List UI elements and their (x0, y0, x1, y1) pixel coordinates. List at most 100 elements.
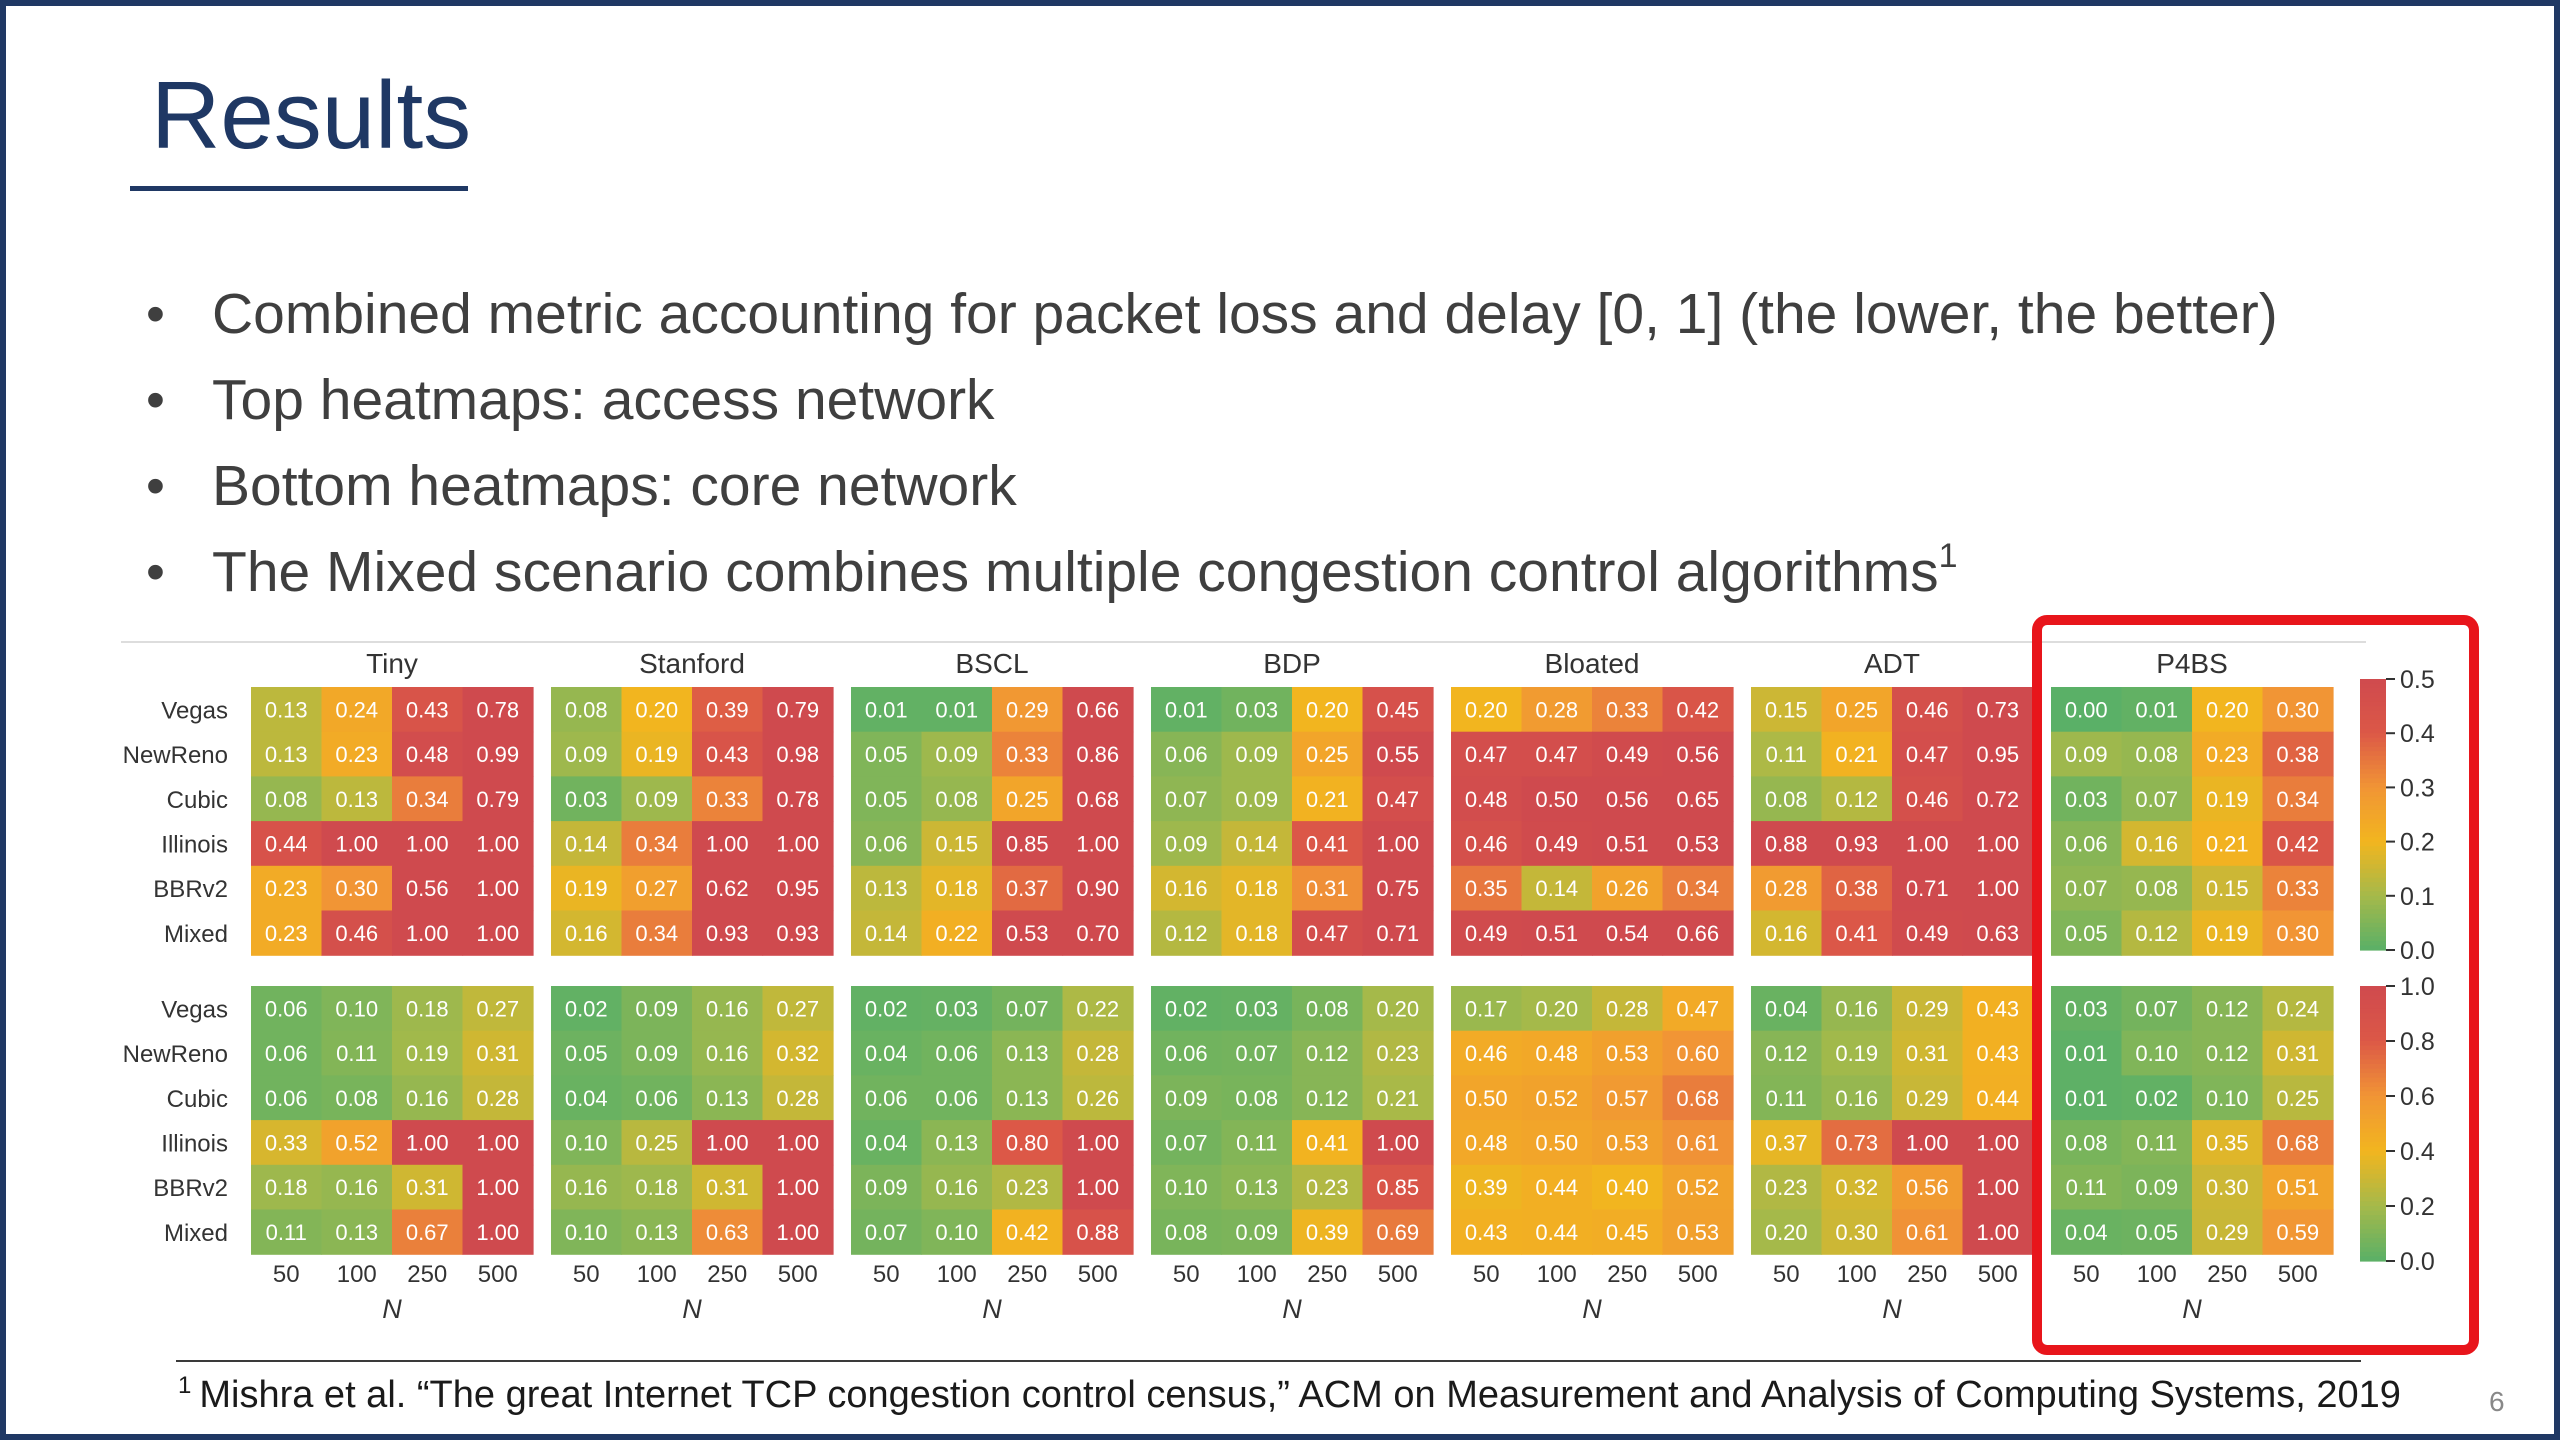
cell-value-label: 0.29 (1006, 697, 1049, 722)
heatmap-cell (1751, 1164, 1823, 1211)
heatmap-cell (1962, 986, 2034, 1032)
cell-value-label: 0.20 (635, 697, 678, 722)
colorbar-band (2360, 782, 2386, 788)
heatmap-cell (762, 731, 834, 777)
heatmap-cell (921, 821, 993, 867)
colorbar-band (2360, 1137, 2386, 1143)
heatmap-cell (321, 1209, 393, 1255)
cell-value-label: 0.38 (2276, 742, 2319, 767)
y-tick-label: BBRv2 (153, 876, 228, 903)
heatmap-cell (321, 1120, 393, 1166)
cell-value-label: 0.65 (1676, 787, 1719, 812)
cell-value-label: 0.55 (1376, 742, 1419, 767)
cell-value-label: 0.72 (1976, 787, 2019, 812)
cell-value-label: 1.00 (1976, 1175, 2019, 1200)
heatmap-cell (2262, 865, 2334, 912)
cell-value-label: 1.00 (1076, 1175, 1119, 1200)
colorbar-band (2360, 1155, 2386, 1161)
bullet-text: Bottom heatmaps: core network (212, 454, 1017, 518)
colorbar-band (2360, 828, 2386, 834)
heatmap-cell (1292, 910, 1364, 956)
cell-value-label: 0.51 (2276, 1175, 2319, 1200)
cell-value-label: 0.12 (1165, 921, 1208, 946)
cell-value-label: 0.28 (1076, 1041, 1119, 1066)
cell-value-label: 0.42 (1676, 697, 1719, 722)
cell-value-label: 0.69 (1376, 1220, 1419, 1245)
cell-value-label: 0.22 (935, 921, 978, 946)
cell-value-label: 0.07 (2135, 996, 2178, 1021)
cell-value-label: 0.08 (2135, 742, 2178, 767)
heatmap-cell (921, 1030, 993, 1076)
cell-value-label: 0.05 (865, 742, 908, 767)
heatmap-cell (1292, 1209, 1364, 1255)
cell-value-label: 0.31 (1306, 876, 1349, 901)
colorbar-tick-label: 0.2 (2400, 829, 2435, 857)
cell-value-label: 0.35 (1465, 876, 1508, 901)
cell-value-label: 0.14 (865, 921, 908, 946)
cell-value-label: 0.07 (1165, 787, 1208, 812)
heatmap-cell (251, 1030, 323, 1076)
heatmap-cell (2051, 731, 2123, 777)
x-tick-label: 100 (1537, 1261, 1577, 1288)
colorbar-band (2360, 945, 2386, 951)
heatmap-cell (621, 865, 693, 912)
cell-value-label: 1.00 (1976, 876, 2019, 901)
cell-value-label: 0.09 (565, 742, 608, 767)
heatmap-cell (1892, 776, 1964, 822)
cell-value-label: 1.00 (1976, 1130, 2019, 1155)
cell-value-label: 1.00 (476, 921, 519, 946)
cell-value-label: 0.08 (1235, 1086, 1278, 1111)
cell-value-label: 0.34 (635, 831, 678, 856)
heatmap-cell (1151, 821, 1223, 867)
cell-value-label: 1.00 (476, 1175, 519, 1200)
heatmap-cell (921, 731, 993, 777)
heatmap-cell (1592, 1164, 1664, 1211)
heatmap-cell (1151, 776, 1223, 822)
cell-value-label: 0.30 (2276, 697, 2319, 722)
colorbar-band (2360, 1228, 2386, 1235)
cell-value-label: 0.49 (1906, 921, 1949, 946)
heatmap-cell (1821, 865, 1893, 912)
cell-value-label: 0.28 (1765, 876, 1808, 901)
colorbar-band (2360, 904, 2386, 910)
cell-value-label: 0.16 (1835, 996, 1878, 1021)
heatmap-cell (1751, 776, 1823, 822)
colorbar-band (2360, 1251, 2386, 1258)
cell-value-label: 0.18 (406, 996, 449, 1021)
x-tick-label: 500 (1378, 1261, 1418, 1288)
heatmap-cell (392, 1209, 464, 1255)
heatmap-cell (321, 986, 393, 1032)
cell-value-label: 0.23 (1376, 1041, 1419, 1066)
heatmap-cell (1592, 986, 1664, 1032)
heatmap-cell (1062, 865, 1134, 912)
colorbar-tick-label: 0.8 (2400, 1028, 2435, 1056)
cell-value-label: 0.20 (1306, 697, 1349, 722)
cell-value-label: 0.10 (335, 996, 378, 1021)
cell-value-label: 0.15 (1765, 697, 1808, 722)
heatmap-cell (251, 1075, 323, 1121)
x-tick-label: 500 (2278, 1261, 2318, 1288)
heatmap-cell (1151, 986, 1223, 1032)
cell-value-label: 0.63 (706, 1220, 749, 1245)
cell-value-label: 0.28 (1535, 697, 1578, 722)
cell-value-label: 0.39 (1465, 1175, 1508, 1200)
heatmap-cell (851, 731, 923, 777)
footnote-divider (176, 1360, 2361, 1362)
heatmap-cell (1062, 731, 1134, 777)
cell-value-label: 0.33 (1006, 742, 1049, 767)
colorbar-band (2360, 1109, 2386, 1115)
colorbar-band (2360, 1201, 2386, 1207)
heatmap-cell (992, 865, 1064, 912)
cell-value-label: 0.13 (335, 787, 378, 812)
cell-value-label: 1.00 (335, 831, 378, 856)
cell-value-label: 0.18 (635, 1175, 678, 1200)
x-tick-label: 50 (1473, 1261, 1500, 1288)
heatmap-cell (1592, 910, 1664, 956)
heatmap-cell (462, 1075, 534, 1121)
heatmap-cell (1451, 731, 1523, 777)
cell-value-label: 0.09 (635, 1041, 678, 1066)
heatmap-cell (1062, 910, 1134, 956)
cell-value-label: 0.50 (1535, 787, 1578, 812)
heatmap-cell (1451, 687, 1523, 733)
cell-value-label: 0.95 (1976, 742, 2019, 767)
